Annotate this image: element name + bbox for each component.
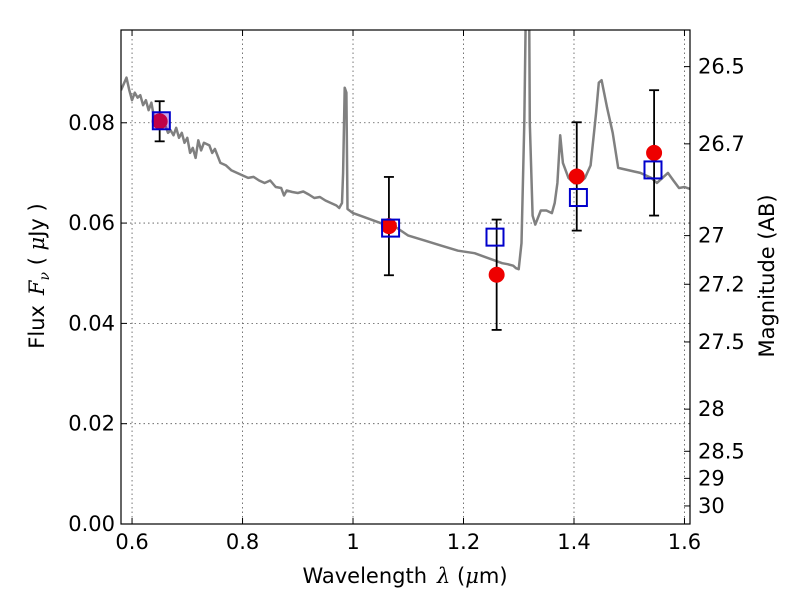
x-tick-label: 1.4 [557,530,590,554]
model-point [151,111,171,131]
y-tick-label: 0.04 [68,311,115,335]
y2-tick-label: 29 [698,466,725,490]
y2-tick-label: 27 [698,224,725,248]
flux-point [646,144,663,161]
y2-tick-label: 28 [698,397,725,421]
x-axis-title: Wavelength λ (μm) [302,564,507,588]
model-flux-points [151,111,663,247]
y-tick-labels: 0.00 0.02 0.04 0.06 0.08 [68,111,115,536]
model-point [643,160,663,180]
flux-point [380,218,397,235]
model-point [568,188,588,208]
flux-point [568,168,585,185]
y-tick-label: 0.06 [68,211,115,235]
y2-axis-title: Magnitude (AB) [755,194,779,357]
y2-tick-label: 26.7 [698,132,745,156]
y-tick-label: 0.02 [68,412,115,436]
y2-tick-label: 26.5 [698,55,745,79]
x-tick-label: 1.6 [668,530,701,554]
model-point [381,218,401,238]
overlap-tint [153,113,169,129]
y2-tick-label: 30 [698,494,725,518]
y-axis-title: FluxFν ( μJy ) [25,203,53,348]
grid-lines [121,30,690,525]
x-tick-label: 1 [346,530,359,554]
spectrum-path [121,30,690,271]
model-point [485,227,505,247]
y2-tick-label: 27.5 [698,330,745,354]
plot-frame [120,29,691,525]
measured-flux-points [151,113,663,283]
y2-tick-label: 28.5 [698,439,745,463]
error-bars [154,89,660,331]
x-tick-label: 0.8 [226,530,259,554]
x-tick-label: 1.2 [447,530,480,554]
y-tick-label: 0.00 [68,512,115,536]
x-tick-labels: 0.6 0.8 1 1.2 1.4 1.6 [115,530,701,554]
x-tick-label: 0.6 [115,530,148,554]
y2-tick-labels: 26.5 26.7 27 27.2 27.5 28 28.5 29 30 [698,55,745,518]
model-spectrum-line [121,30,690,271]
y-tick-label: 0.08 [68,111,115,135]
axis-ticks [121,30,690,525]
flux-point [488,266,505,283]
y2-tick-label: 27.2 [698,272,745,296]
